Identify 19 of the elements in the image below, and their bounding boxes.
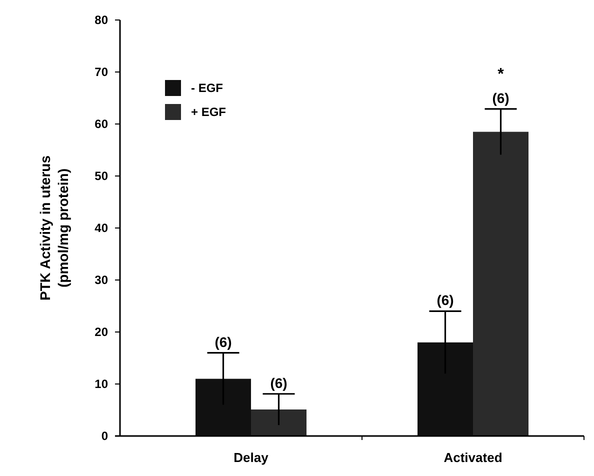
x-tick-label: Activated bbox=[444, 450, 502, 465]
annotation: (6) bbox=[270, 374, 288, 391]
y-tick-label: 40 bbox=[94, 221, 108, 236]
legend-label: - EGF bbox=[191, 81, 223, 96]
y-axis-title: PTK Activity in uterus (pmol/mg protein) bbox=[37, 155, 71, 300]
annotation: (6) bbox=[436, 292, 454, 308]
y-tick-label: 50 bbox=[94, 169, 108, 184]
y-tick-label: 0 bbox=[101, 429, 108, 444]
annotation: (6) bbox=[492, 90, 510, 106]
y-tick-label: 20 bbox=[94, 325, 108, 340]
y-tick-label: 70 bbox=[94, 65, 108, 80]
y-tick-label: 60 bbox=[94, 117, 108, 132]
y-tick-label: 10 bbox=[94, 377, 108, 392]
annotation: (6) bbox=[214, 334, 232, 350]
annotation: * bbox=[498, 66, 505, 83]
legend-label: + EGF bbox=[191, 105, 226, 120]
x-tick-label: Delay bbox=[234, 450, 270, 465]
y-tick-label: 30 bbox=[94, 273, 108, 288]
y-tick-label: 80 bbox=[94, 13, 108, 28]
